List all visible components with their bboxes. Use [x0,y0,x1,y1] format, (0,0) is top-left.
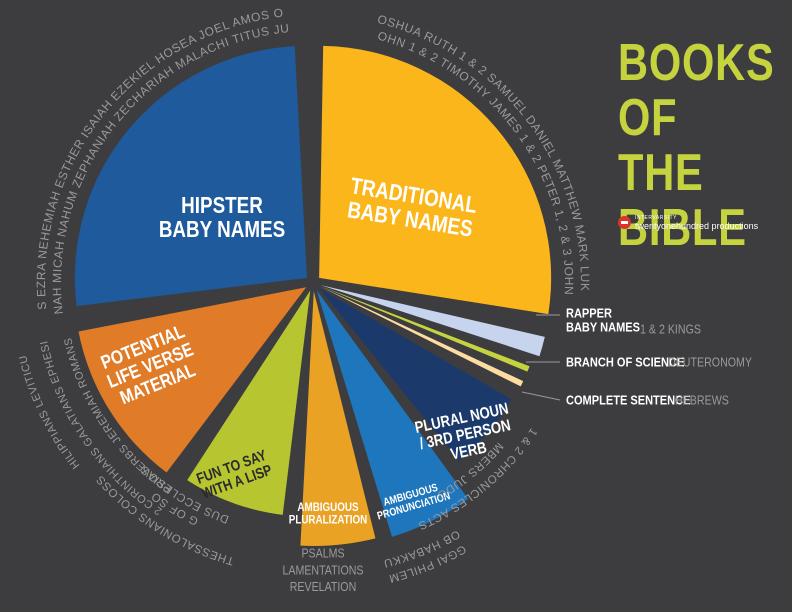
pie-slice-rapper [320,285,545,357]
books-pluralization-line-2: LAMENTATIONS [282,564,363,578]
intervarsity-logo-icon [618,215,631,229]
books-science-line-1: DEUTERONOMY [668,355,752,370]
title-line-1: BOOKS [618,34,775,92]
label-pluralization-line-2: PLURALIZATION [289,514,368,527]
label-hipster-line-2: BABY NAMES [159,217,285,242]
books-pluralization-line-3: REVELATION [290,580,356,594]
brand-small-text: INTERVARSITY [635,215,677,221]
label-rapper-line-2: BABY NAMES [566,320,640,335]
pie-slice-pronunciation [316,290,469,537]
title-line-2: OF THE [618,89,704,202]
pie-slice-hipster [74,46,307,307]
books-pluralization-line-1: PSALMS [301,547,344,561]
brand-name: twentyonehundred productions [635,221,759,231]
books-rapper-line-1: 1 & 2 KINGS [640,322,701,337]
pie-slice-sentence [320,286,524,387]
leader-sentence [521,391,561,401]
pie-slice-lisp [187,290,311,515]
pie-slice-science [320,285,530,372]
brand: INTERVARSITY twentyonehundred production… [618,214,759,231]
label-science-line-1: BRANCH OF SCIENCE [566,355,684,370]
books-sentence-line-1: HEBREWS [675,393,729,408]
label-rapper-line-1: RAPPER [566,306,612,321]
pie-slice-traditional [319,45,552,315]
pie-slice-pluralization [300,290,376,546]
pie-slice-plural [319,288,512,461]
label-sentence-line-1: COMPLETE SENTENCE [566,393,690,408]
pie-slice-lifeverse [78,287,307,473]
title-line-3: BIBLE [618,199,747,257]
chart-title: BOOKS OF THE BIBLE [618,34,775,257]
label-pluralization-line-1: AMBIGUOUS [297,501,358,514]
label-hipster-line-1: HIPSTER [181,193,263,218]
